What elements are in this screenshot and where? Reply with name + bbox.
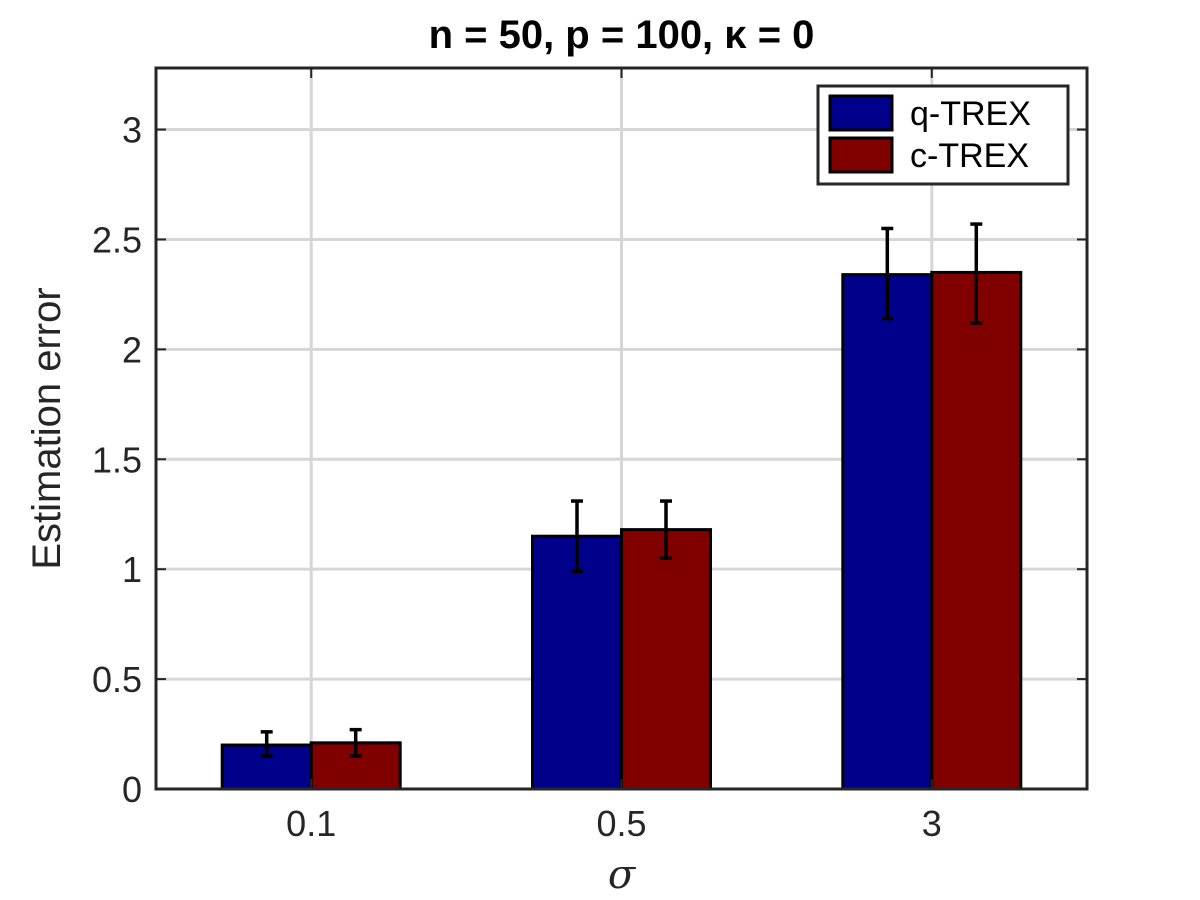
plot-area-frame <box>154 66 1089 791</box>
legend: q-TREX c-TREX <box>816 84 1070 186</box>
bar <box>841 273 934 791</box>
y-axis-label: Estimation error <box>25 287 69 569</box>
x-axis-label: σ <box>608 852 637 898</box>
y-tick-label: 0 <box>122 769 142 810</box>
bar <box>930 270 1023 791</box>
y-tick-label: 3 <box>122 110 142 151</box>
bar <box>620 528 712 791</box>
y-tick-label: 0.5 <box>92 659 142 700</box>
x-tick-label: 0.1 <box>286 803 336 844</box>
y-tick-label: 1.5 <box>92 439 142 480</box>
chart-title: n = 50, p = 100, κ = 0 <box>429 13 815 57</box>
y-tick-label: 2 <box>122 329 142 370</box>
legend-swatch <box>828 94 894 132</box>
legend-label: c-TREX <box>910 137 1029 175</box>
x-tick-label: 3 <box>922 803 942 844</box>
legend-label: q-TREX <box>910 95 1031 133</box>
bar <box>531 534 623 791</box>
error-bars <box>260 222 983 758</box>
axis-ticks: 0 0.5 1 1.5 2 2.5 3 0.1 0.5 3 <box>92 68 1087 844</box>
legend-swatch <box>828 136 894 174</box>
x-tick-label: 0.5 <box>596 803 646 844</box>
y-tick-label: 2.5 <box>92 219 142 260</box>
y-tick-label: 1 <box>122 549 142 590</box>
